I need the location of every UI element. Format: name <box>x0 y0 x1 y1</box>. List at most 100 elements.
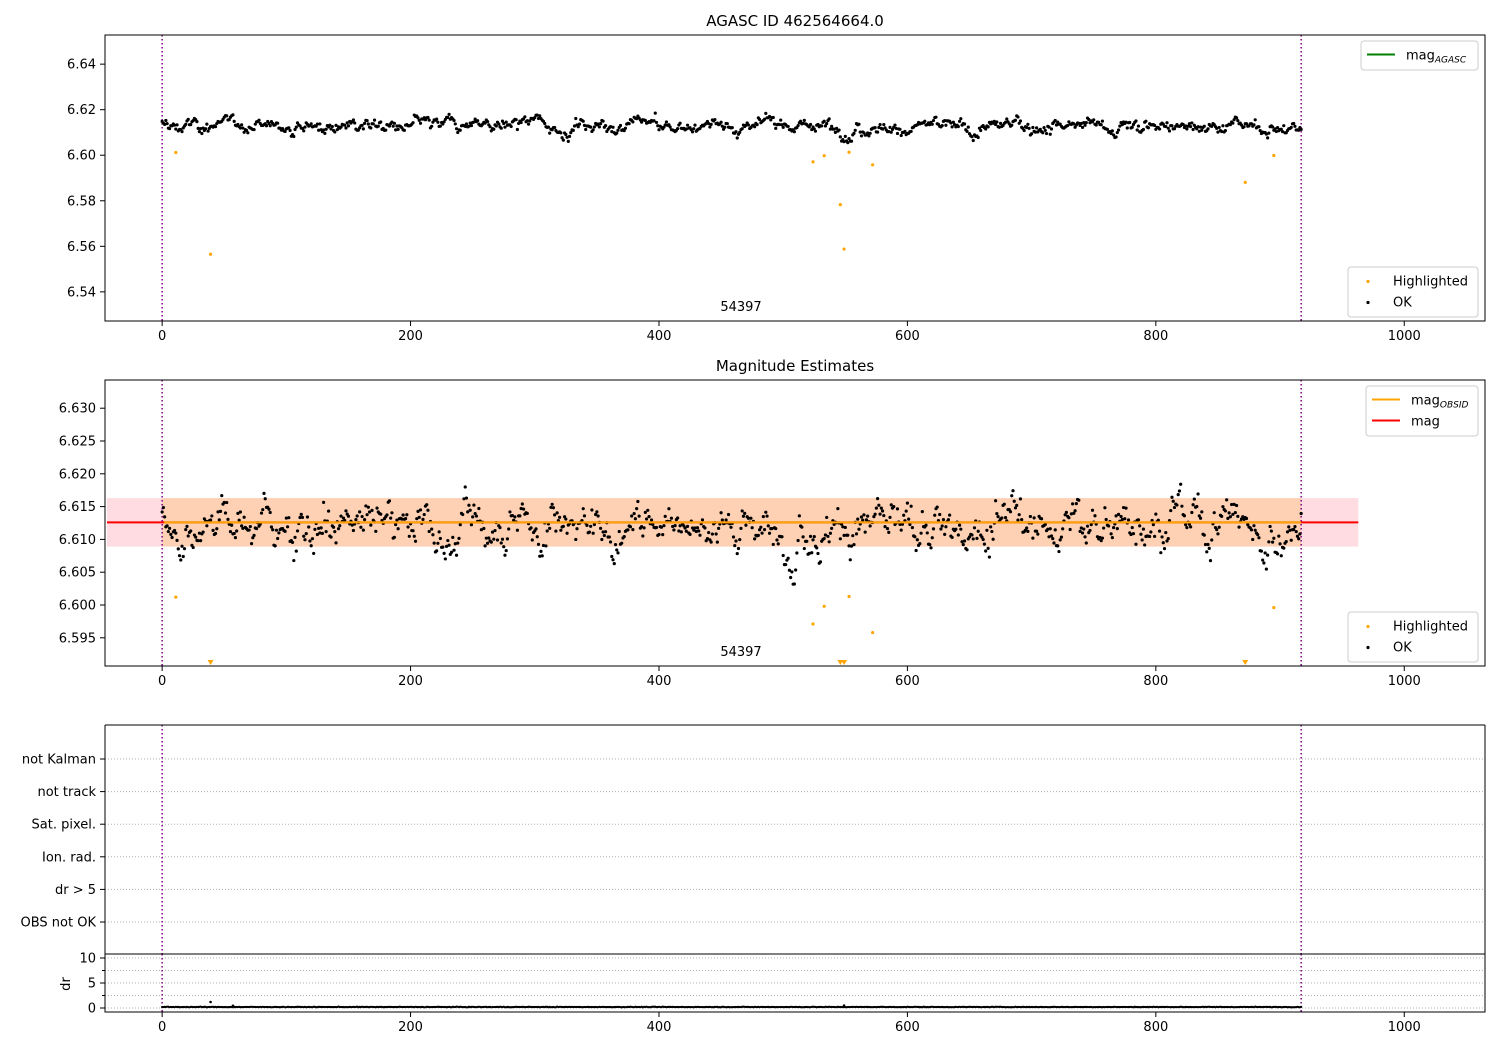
ok-point <box>1011 489 1015 493</box>
flag-category-label: not Kalman <box>22 753 96 768</box>
ok-point <box>387 499 392 503</box>
ok-point <box>534 527 538 531</box>
ok-point <box>861 518 865 522</box>
ok-point <box>326 509 331 513</box>
highlighted-point <box>208 252 213 256</box>
ok-point <box>472 503 476 507</box>
agasc-axes-frame <box>104 34 1486 322</box>
ok-point <box>667 507 671 511</box>
ok-point <box>1181 122 1185 127</box>
ok-point <box>181 554 185 559</box>
ok-point <box>892 505 896 509</box>
ok-point <box>741 514 746 518</box>
ok-point <box>736 546 741 551</box>
ok-point <box>1013 506 1018 510</box>
ok-point <box>555 511 559 515</box>
ok-point <box>334 541 338 545</box>
ok-point <box>627 122 631 126</box>
ok-point <box>713 117 717 122</box>
ok-point <box>1121 505 1126 510</box>
ok-point <box>484 536 488 540</box>
ok-point <box>529 526 533 530</box>
ok-point <box>846 533 850 537</box>
ok-point <box>287 516 291 520</box>
ok-point <box>464 496 469 500</box>
ok-point <box>1252 123 1256 127</box>
ok-point <box>878 122 882 127</box>
ok-point <box>611 558 615 562</box>
ok-point <box>164 118 168 123</box>
ok-point <box>1058 538 1062 542</box>
ok-point <box>507 527 511 531</box>
ok-point <box>364 504 368 508</box>
ok-point <box>656 124 660 128</box>
ok-point <box>1252 524 1256 528</box>
ok-point <box>664 120 669 124</box>
ok-point <box>446 538 450 543</box>
ok-point <box>649 518 654 522</box>
ok-point <box>739 526 743 530</box>
x-tick-label: 0 <box>158 1020 166 1035</box>
ok-point <box>801 121 805 125</box>
ok-point <box>350 523 354 527</box>
ok-point <box>413 539 418 543</box>
ok-point <box>166 529 170 534</box>
ok-point <box>300 515 305 520</box>
x-tick-label: 1000 <box>1388 674 1421 689</box>
ok-point <box>981 537 985 542</box>
ok-point <box>218 509 223 513</box>
highlighted-point <box>1272 153 1276 158</box>
ok-point <box>489 129 493 133</box>
ok-point <box>454 553 459 557</box>
ok-point <box>315 122 320 126</box>
ok-point <box>1257 125 1261 129</box>
ok-point <box>853 128 857 132</box>
legend-label: mag <box>1411 415 1440 430</box>
y-tick-label: 6.600 <box>59 598 96 613</box>
ok-point <box>505 537 510 541</box>
ok-point <box>934 115 938 119</box>
ok-point <box>646 508 650 512</box>
ok-point <box>872 514 876 519</box>
ok-point <box>384 128 388 132</box>
ok-point <box>994 122 998 127</box>
ok-point <box>825 122 829 126</box>
ok-point <box>468 508 472 512</box>
ok-point <box>1191 127 1195 132</box>
ok-point <box>1191 503 1195 507</box>
ok-point <box>654 120 659 125</box>
ok-point <box>543 121 547 126</box>
ok-point <box>561 524 565 528</box>
ok-point <box>1172 127 1177 131</box>
ok-point <box>759 525 763 529</box>
ok-point <box>238 126 242 130</box>
ok-point <box>1165 539 1169 543</box>
ok-point <box>1195 504 1199 509</box>
ok-point <box>852 131 856 136</box>
ok-point <box>584 127 588 132</box>
ok-point <box>263 497 267 501</box>
ok-point <box>258 522 262 526</box>
ok-point <box>463 124 467 128</box>
ok-point <box>1100 119 1105 123</box>
ok-point <box>992 119 996 123</box>
ok-point <box>864 518 869 522</box>
ok-point <box>1293 525 1297 529</box>
ok-point <box>324 127 328 131</box>
ok-point <box>361 528 365 532</box>
ok-point <box>498 526 502 530</box>
ok-point <box>757 117 762 122</box>
ok-point <box>233 536 238 540</box>
ok-point <box>764 111 768 115</box>
ok-point <box>944 525 948 529</box>
ok-point <box>661 533 665 537</box>
ok-point <box>1022 128 1026 133</box>
ok-point <box>984 127 988 131</box>
ok-point <box>690 130 695 134</box>
ok-point <box>197 531 202 535</box>
ok-point <box>365 119 369 123</box>
ok-point <box>599 526 603 530</box>
ok-point <box>548 526 552 530</box>
ok-point <box>1083 123 1087 127</box>
ok-point <box>842 140 846 144</box>
